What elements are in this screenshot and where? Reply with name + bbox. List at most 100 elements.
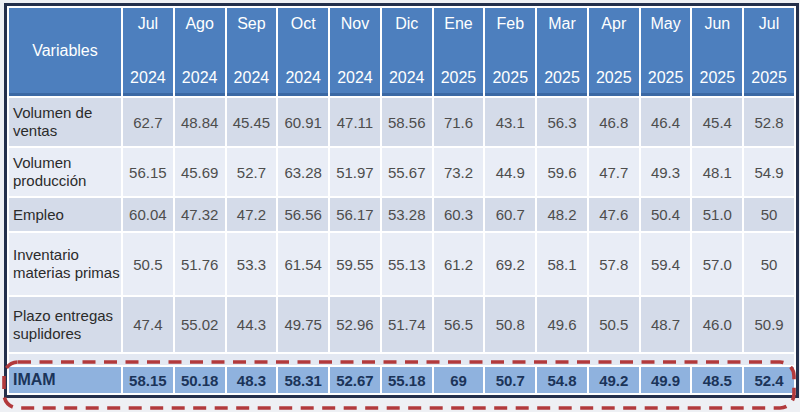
value-cell: 47.7 [589, 148, 639, 196]
header-cell-jul-2025: Jul2025 [744, 8, 794, 96]
value-cell: 50.9 [744, 297, 794, 352]
value-cell: 61.54 [278, 233, 328, 295]
imam-data-table: Variables Jul2024Ago2024Sep2024Oct2024No… [4, 3, 799, 398]
value-cell: 60.3 [434, 198, 484, 231]
header-cell-mar-2025: Mar 2025 [537, 8, 587, 96]
header-cell-oct-2024: Oct2024 [278, 8, 328, 96]
value-cell: 59.55 [330, 233, 380, 295]
header-cell-apr-2025: Apr 2025 [589, 8, 639, 96]
value-cell: 54.9 [744, 148, 794, 196]
header-cell-content: Ene2025 [434, 9, 484, 93]
value-cell: 47.32 [175, 198, 225, 231]
header-cell-dic-2024: Dic2024 [382, 8, 432, 96]
year-label: 2025 [441, 69, 477, 87]
value-cell: 48.84 [175, 98, 225, 146]
header-cell-jun-2025: Jun2025 [692, 8, 742, 96]
year-label: 2024 [182, 69, 218, 87]
value-cell: 52.96 [330, 297, 380, 352]
month-label: Apr [601, 15, 626, 33]
value-cell: 69.2 [485, 233, 535, 295]
header-cell-content: Ago 2024 [175, 9, 225, 93]
month-label: Jul [759, 15, 779, 33]
imam-row-label: IMAM [9, 367, 121, 393]
imam-value-cell: 54.8 [537, 367, 587, 393]
value-cell: 47.11 [330, 98, 380, 146]
screenshot-root: Variables Jul2024Ago2024Sep2024Oct2024No… [0, 0, 800, 412]
value-cell: 73.2 [434, 148, 484, 196]
value-cell: 51.74 [382, 297, 432, 352]
value-cell: 56.17 [330, 198, 380, 231]
imam-value-cell: 50.18 [175, 367, 225, 393]
value-cell: 47.6 [589, 198, 639, 231]
value-cell: 63.28 [278, 148, 328, 196]
value-cell: 59.4 [641, 233, 691, 295]
header-cell-content: Mar 2025 [537, 9, 587, 93]
header-cell-content: Feb2025 [485, 9, 535, 93]
imam-value-cell: 52.4 [744, 367, 794, 393]
header-row: Variables Jul2024Ago2024Sep2024Oct2024No… [9, 8, 794, 96]
value-cell: 50.4 [641, 198, 691, 231]
imam-value-cell: 48.5 [692, 367, 742, 393]
value-cell: 48.7 [641, 297, 691, 352]
value-cell: 52.7 [227, 148, 277, 196]
value-cell: 55.13 [382, 233, 432, 295]
row-label: Empleo [9, 198, 121, 231]
table-row: Inventario materias primas50.551.7653.36… [9, 233, 794, 295]
header-cell-content: Oct2024 [278, 9, 328, 93]
value-cell: 44.3 [227, 297, 277, 352]
year-label: 2024 [337, 69, 373, 87]
value-cell: 48.2 [537, 198, 587, 231]
value-cell: 49.6 [537, 297, 587, 352]
value-cell: 51.0 [692, 198, 742, 231]
header-cell-content: Apr 2025 [589, 9, 639, 93]
variables-header-cell: Variables [9, 8, 121, 96]
year-label: 2025 [648, 69, 684, 87]
value-cell: 60.91 [278, 98, 328, 146]
month-label: Ago [185, 15, 213, 33]
imam-value-cell: 48.3 [227, 367, 277, 393]
header-cell-content: May2025 [641, 9, 691, 93]
row-label: Plazo entregas suplidores [9, 297, 121, 352]
value-cell: 52.8 [744, 98, 794, 146]
header-cell-feb-2025: Feb2025 [485, 8, 535, 96]
month-label: Mar [548, 15, 576, 33]
table-row: Volumen de ventas62.748.8445.4560.9147.1… [9, 98, 794, 146]
value-cell: 46.0 [692, 297, 742, 352]
value-cell: 50 [744, 198, 794, 231]
year-label: 2025 [544, 69, 580, 87]
value-cell: 48.1 [692, 148, 742, 196]
value-cell: 47.4 [123, 297, 173, 352]
value-cell: 45.45 [227, 98, 277, 146]
value-cell: 61.2 [434, 233, 484, 295]
imam-row: IMAM58.1550.1848.358.3152.6755.186950.75… [9, 367, 794, 393]
value-cell: 49.75 [278, 297, 328, 352]
value-cell: 53.3 [227, 233, 277, 295]
header-cell-jul-2024: Jul 2024 [123, 8, 173, 96]
value-cell: 43.1 [485, 98, 535, 146]
spacer-cell [9, 354, 794, 365]
year-label: 2024 [130, 69, 166, 87]
value-cell: 58.56 [382, 98, 432, 146]
header-cell-content: Dic2024 [382, 9, 432, 93]
header-cell-ago-2024: Ago 2024 [175, 8, 225, 96]
value-cell: 45.4 [692, 98, 742, 146]
year-label: 2025 [492, 69, 528, 87]
value-cell: 46.8 [589, 98, 639, 146]
value-cell: 58.1 [537, 233, 587, 295]
value-cell: 56.3 [537, 98, 587, 146]
year-label: 2024 [234, 69, 270, 87]
value-cell: 50.8 [485, 297, 535, 352]
value-cell: 60.7 [485, 198, 535, 231]
imam-value-cell: 55.18 [382, 367, 432, 393]
data-table: Variables Jul2024Ago2024Sep2024Oct2024No… [7, 6, 796, 395]
value-cell: 47.2 [227, 198, 277, 231]
table-row: Volumen producción56.1545.6952.763.2851.… [9, 148, 794, 196]
value-cell: 49.3 [641, 148, 691, 196]
value-cell: 50.5 [123, 233, 173, 295]
year-label: 2024 [285, 69, 321, 87]
month-label: Jul [138, 15, 158, 33]
value-cell: 71.6 [434, 98, 484, 146]
month-label: Nov [341, 15, 369, 33]
year-label: 2025 [596, 69, 632, 87]
value-cell: 55.02 [175, 297, 225, 352]
